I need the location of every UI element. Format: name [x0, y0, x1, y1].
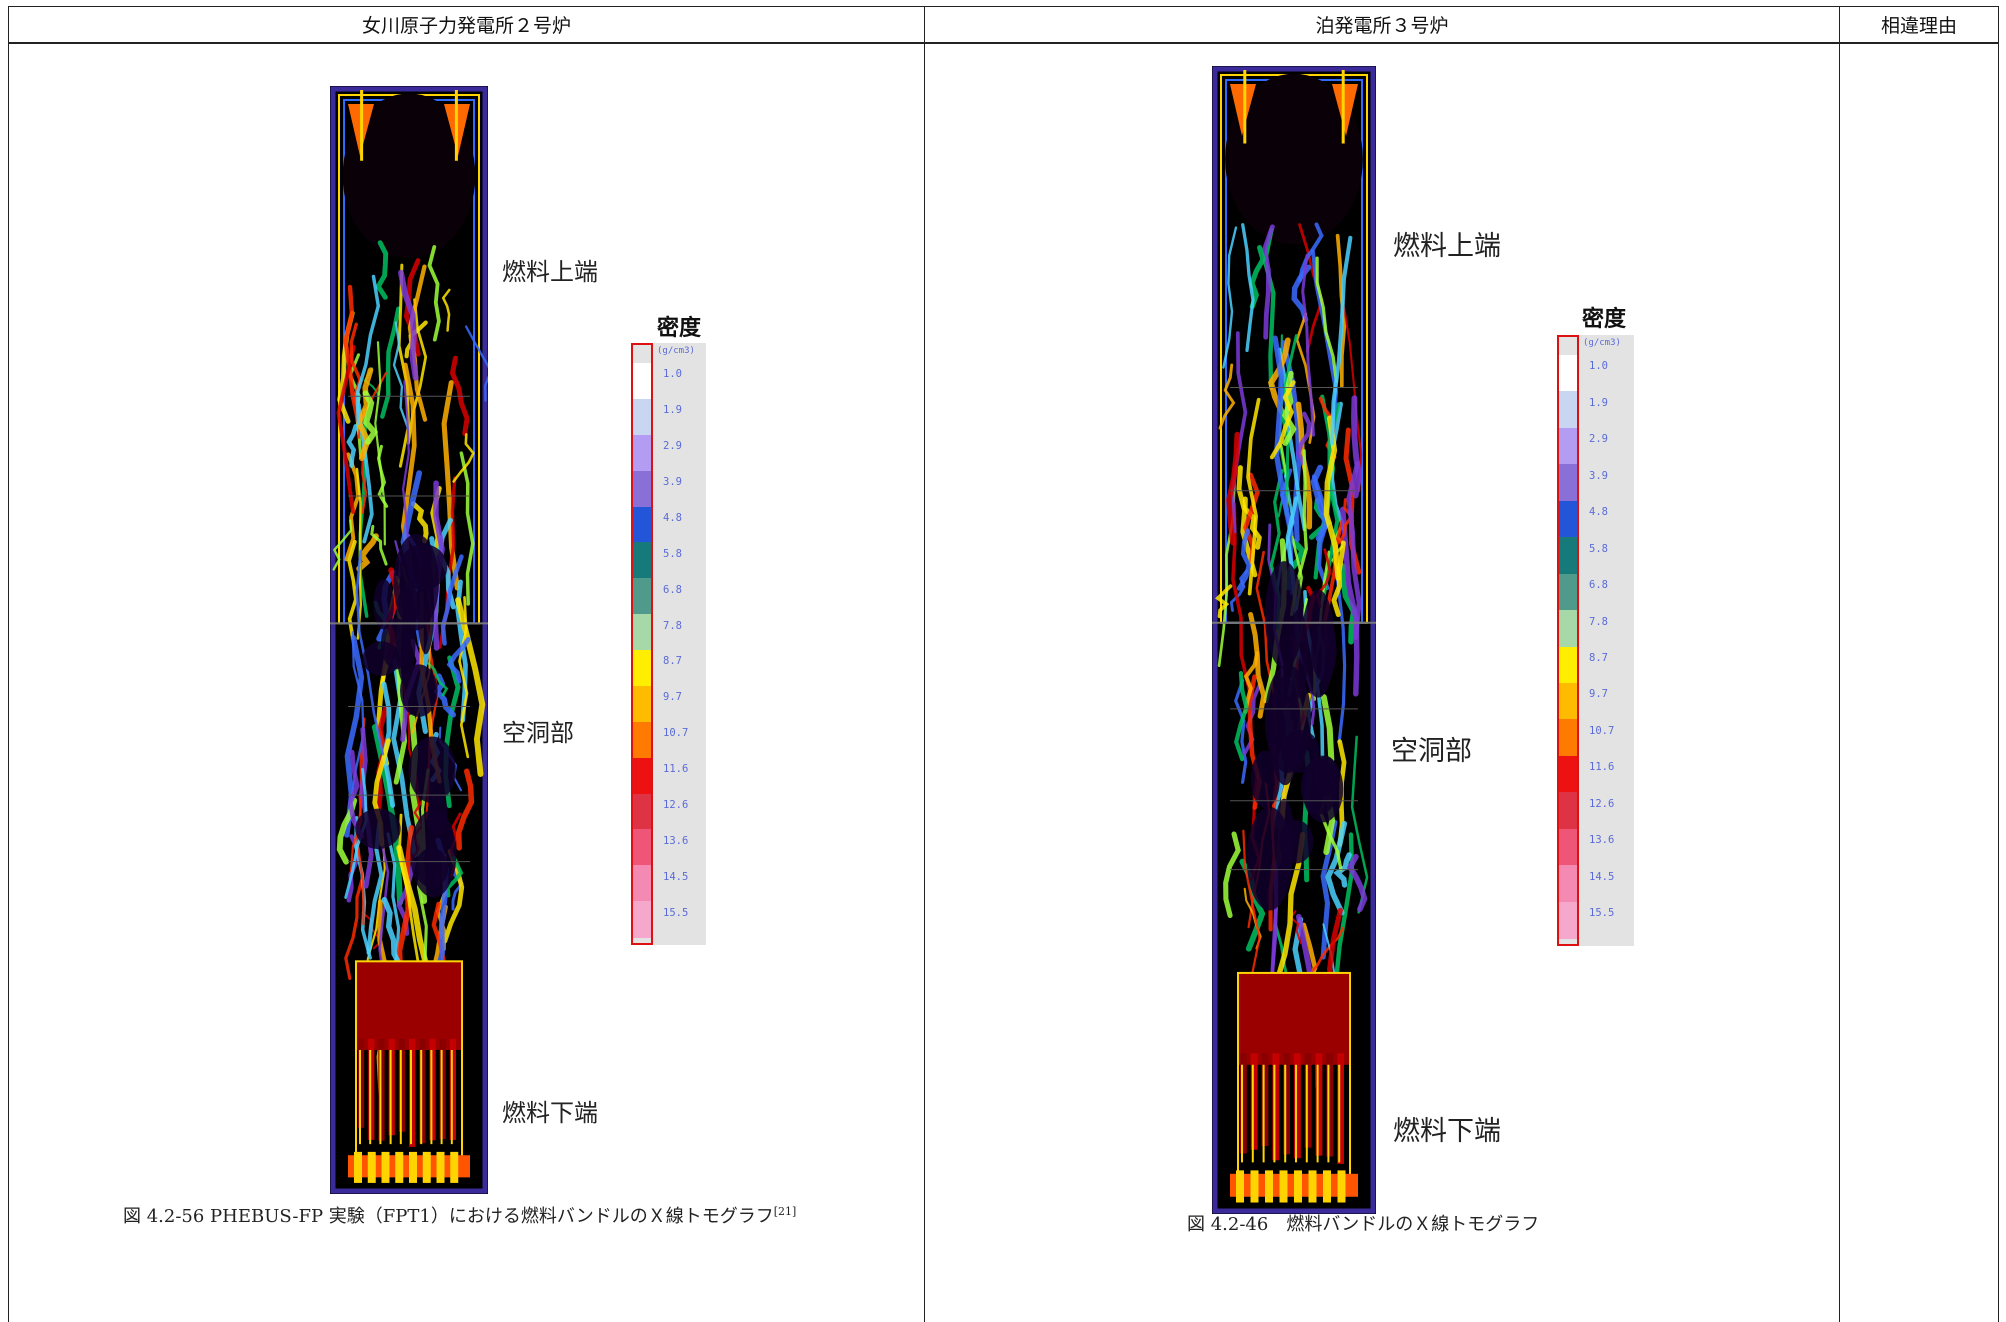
figure-caption: 図 4.2-56 PHEBUS-FP 実験（FPT1）における燃料バンドルのＸ線…: [123, 1202, 796, 1228]
legend-tick-label: 11.6: [1589, 761, 1615, 774]
legend-tick-label: 8.7: [663, 655, 682, 668]
legend-tick-label: 11.6: [663, 763, 689, 775]
legend-swatch: [1559, 682, 1577, 721]
legend-tick-label: 12.6: [663, 798, 689, 811]
legend-swatch: [1559, 573, 1577, 612]
legend-unit: (g/cm3): [1583, 338, 1621, 348]
legend-swatch: [633, 901, 651, 938]
legend-swatch: [633, 650, 651, 687]
legend-swatch: [1559, 865, 1577, 903]
legend-tick-label: 5.8: [1589, 542, 1608, 555]
legend-color-bar: [1557, 335, 1579, 946]
legend-swatch: [1559, 500, 1577, 539]
legend-swatch: [633, 578, 651, 616]
legend-tick-label: 4.8: [1589, 506, 1608, 519]
legend-swatch: [633, 793, 651, 831]
tomography-svg: [1212, 66, 1376, 1214]
legend-tick-label: 14.5: [1589, 870, 1615, 883]
legend-swatch: [1559, 391, 1577, 429]
legend-color-bar: [631, 343, 653, 945]
label-cavity: 空洞部: [502, 719, 574, 747]
legend-swatch: [633, 398, 651, 436]
legend-tick-label: 10.7: [1589, 724, 1615, 737]
legend-swatch: [1559, 610, 1577, 648]
header-reason: 相違理由: [1839, 6, 1999, 44]
legend-tick-label: 5.8: [663, 547, 682, 560]
label-fuel-top: 燃料上端: [1393, 231, 1501, 262]
legend-swatch: [1559, 755, 1577, 794]
legend-tick-label: 1.9: [663, 404, 682, 417]
legend-tick-label: 13.6: [1589, 834, 1615, 847]
legend-tick-label: 13.6: [663, 834, 689, 847]
tomography-image: [330, 86, 488, 1194]
figure-caption: 図 4.2-46 燃料バンドルのＸ線トモグラフ: [1187, 1214, 1540, 1235]
legend-tick-label: 2.9: [663, 440, 682, 453]
cell-onagawa: 燃料上端 空洞部 燃料下端 密度 (g/cm3) 1.0 1.9 2.9 3.9 4.8 5…: [8, 42, 925, 1322]
legend-swatch: [1559, 464, 1577, 502]
header-tomari: 泊発電所３号炉: [924, 6, 1840, 44]
legend-swatch: [633, 614, 651, 651]
header-onagawa: 女川原子力発電所２号炉: [8, 6, 925, 44]
legend-swatch: [633, 685, 651, 723]
legend-title: 密度: [1582, 307, 1627, 332]
legend-swatch: [633, 470, 651, 508]
legend-tick-label: 15.5: [1589, 907, 1615, 920]
legend-tick-label: 1.9: [1589, 396, 1608, 409]
legend-tick-label: 1.0: [663, 368, 682, 381]
caption-reference: [21]: [773, 1205, 797, 1218]
table-header-row: 女川原子力発電所２号炉 泊発電所３号炉 相違理由: [8, 6, 1999, 44]
table-body-row: 燃料上端 空洞部 燃料下端 密度 (g/cm3) 1.0 1.9 2.9 3.9 4.8 5…: [8, 42, 1999, 1322]
legend-swatch: [633, 757, 651, 795]
tomari-figure-panel: 燃料上端 空洞部 燃料下端 密度 (g/cm3) 1.0 1.9 2.9 3.9 4.8 5…: [925, 44, 1839, 1322]
legend-tick-label: 4.8: [663, 511, 682, 524]
legend-tick-label: 6.8: [1589, 579, 1608, 592]
legend-title: 密度: [657, 316, 702, 341]
legend-tick-label: 3.9: [1589, 469, 1608, 482]
density-legend: (g/cm3) 1.0 1.9 2.9 3.9 4.8 5.8 6.8 7.8 8.7 9.7 10.…: [631, 343, 706, 945]
legend-unit: (g/cm3): [657, 346, 695, 356]
onagawa-figure-panel: 燃料上端 空洞部 燃料下端 密度 (g/cm3) 1.0 1.9 2.9 3.9 4.8 5…: [9, 44, 924, 1322]
tomography-svg: [330, 86, 488, 1194]
legend-swatch: [633, 363, 651, 400]
legend-swatch: [633, 434, 651, 472]
legend-swatch: [1559, 828, 1577, 867]
legend-swatch: [1559, 792, 1577, 830]
legend-swatch: [1559, 901, 1577, 939]
legend-swatch: [1559, 355, 1577, 393]
label-fuel-bottom: 燃料下端: [502, 1099, 598, 1127]
legend-tick-label: 10.7: [663, 727, 689, 740]
density-legend: (g/cm3) 1.0 1.9 2.9 3.9 4.8 5.8 6.8 7.8 8.7 9.7 10.…: [1557, 335, 1634, 946]
legend-swatch: [633, 829, 651, 867]
legend-tick-label: 1.0: [1589, 360, 1608, 373]
legend-tick-label: 7.8: [1589, 615, 1608, 628]
legend-tick-label: 2.9: [1589, 433, 1608, 446]
legend-tick-label: 3.9: [663, 476, 682, 488]
cell-reason: [1839, 42, 1999, 1322]
legend-swatch: [1559, 719, 1577, 757]
legend-swatch: [1559, 427, 1577, 466]
label-fuel-top: 燃料上端: [502, 258, 598, 286]
legend-tick-label: 9.7: [663, 691, 682, 704]
label-fuel-bottom: 燃料下端: [1393, 1116, 1501, 1147]
label-cavity: 空洞部: [1391, 736, 1472, 767]
legend-swatch: [1559, 537, 1577, 575]
legend-tick-label: 8.7: [1589, 651, 1608, 664]
comparison-table: 女川原子力発電所２号炉 泊発電所３号炉 相違理由 燃料上端 空洞部 燃料下端 密…: [8, 6, 1999, 1322]
legend-swatch: [633, 865, 651, 903]
cell-tomari: 燃料上端 空洞部 燃料下端 密度 (g/cm3) 1.0 1.9 2.9 3.9 4.8 5…: [924, 42, 1840, 1322]
legend-swatch: [1559, 646, 1577, 684]
legend-swatch: [633, 506, 651, 544]
tomography-image: [1212, 66, 1376, 1214]
legend-swatch: [633, 542, 651, 580]
legend-tick-label: 7.8: [663, 619, 682, 632]
legend-tick-label: 14.5: [663, 870, 689, 883]
caption-text: 図 4.2-56 PHEBUS-FP 実験（FPT1）における燃料バンドルのＸ線…: [123, 1206, 774, 1227]
legend-tick-label: 15.5: [663, 906, 689, 919]
legend-tick-label: 12.6: [1589, 797, 1615, 810]
legend-tick-label: 6.8: [663, 583, 682, 596]
legend-swatch: [633, 721, 651, 759]
legend-tick-label: 9.7: [1589, 688, 1608, 701]
